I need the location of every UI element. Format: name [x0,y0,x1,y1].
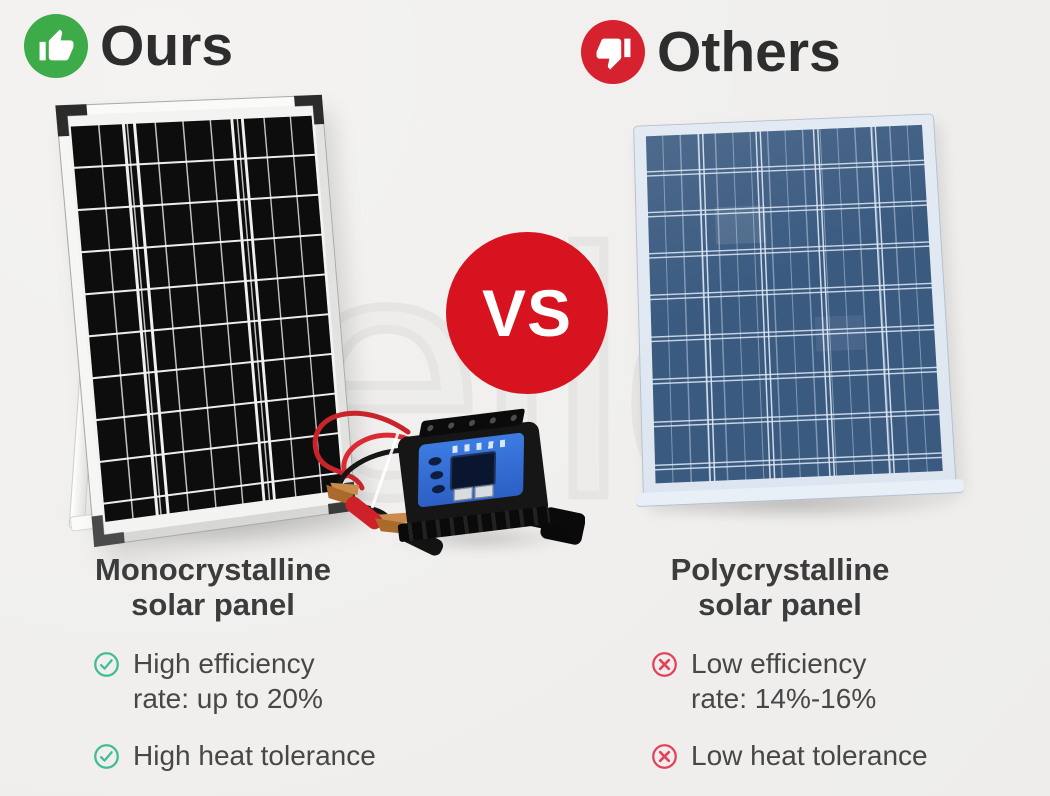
list-item: Low efficiency rate: 14%-16% [651,646,975,717]
poly-heading: Polycrystalline solar panel [585,552,975,623]
vs-badge: VS [446,232,608,394]
others-label: Others [657,19,841,84]
feature-text: Low heat tolerance [691,738,928,773]
ours-label: Ours [100,13,234,78]
mono-heading-line1: Monocrystalline [95,552,331,587]
mono-feature-list: High efficiency rate: up to 20% High hea… [93,646,393,774]
mono-heading-line2: solar panel [131,587,295,623]
usb-port [474,484,494,499]
feature-line: High heat tolerance [133,740,376,772]
panel-busbar [230,118,276,501]
list-item: Low heat tolerance [651,738,975,773]
panel-busbar [121,123,170,516]
controller-faceplate [417,432,525,508]
poly-solar-panel [633,113,957,501]
controller-indicator-icons [452,438,511,454]
check-circle-icon [94,651,119,677]
list-item: High heat tolerance [93,738,393,773]
poly-heading-line1: Polycrystalline [670,552,890,587]
feature-text: High heat tolerance [133,738,376,773]
feature-line: High efficiency [133,647,315,679]
controller-button [430,470,444,481]
feature-line: Low heat tolerance [691,740,928,772]
charge-controller [390,408,570,555]
poly-info-column: Polycrystalline solar panel Low efficien… [585,552,975,773]
header-ours: Ours [24,14,233,78]
thumbs-up-icon [39,29,73,60]
thumbs-down-badge [581,20,645,84]
feature-text: Low efficiency rate: 14%-16% [691,646,876,717]
cross-circle-icon [652,651,677,677]
mono-panel-photo [30,85,585,570]
feature-line: Low efficiency [691,647,867,679]
poly-panel-cells [645,124,943,484]
mono-info-column: Monocrystalline solar panel High efficie… [33,552,393,773]
feature-line: rate: up to 20% [133,682,323,714]
cross-circle-icon [652,744,677,770]
thumbs-up-badge [24,14,88,78]
cell-highlight [714,205,767,245]
thumbs-down-icon [596,38,630,69]
cable-connector [540,507,585,545]
usb-port [453,486,473,502]
poly-feature-list: Low efficiency rate: 14%-16% Low heat to… [651,646,975,774]
red-cable [341,432,413,479]
battery-clamp-red [326,482,383,530]
check-circle-icon [94,744,119,770]
list-item: High efficiency rate: up to 20% [93,646,393,717]
cell-highlight [814,314,865,352]
controller-button [431,484,445,494]
vs-label: VS [481,276,573,350]
feature-line: rate: 14%-16% [691,682,877,714]
cable-tie [370,432,400,509]
controller-button [428,456,442,467]
poly-panel-photo [615,88,1005,528]
mono-heading: Monocrystalline solar panel [33,552,393,623]
header-others: Others [581,20,841,84]
feature-text: High efficiency rate: up to 20% [133,646,323,717]
poly-heading-line2: solar panel [698,587,862,623]
